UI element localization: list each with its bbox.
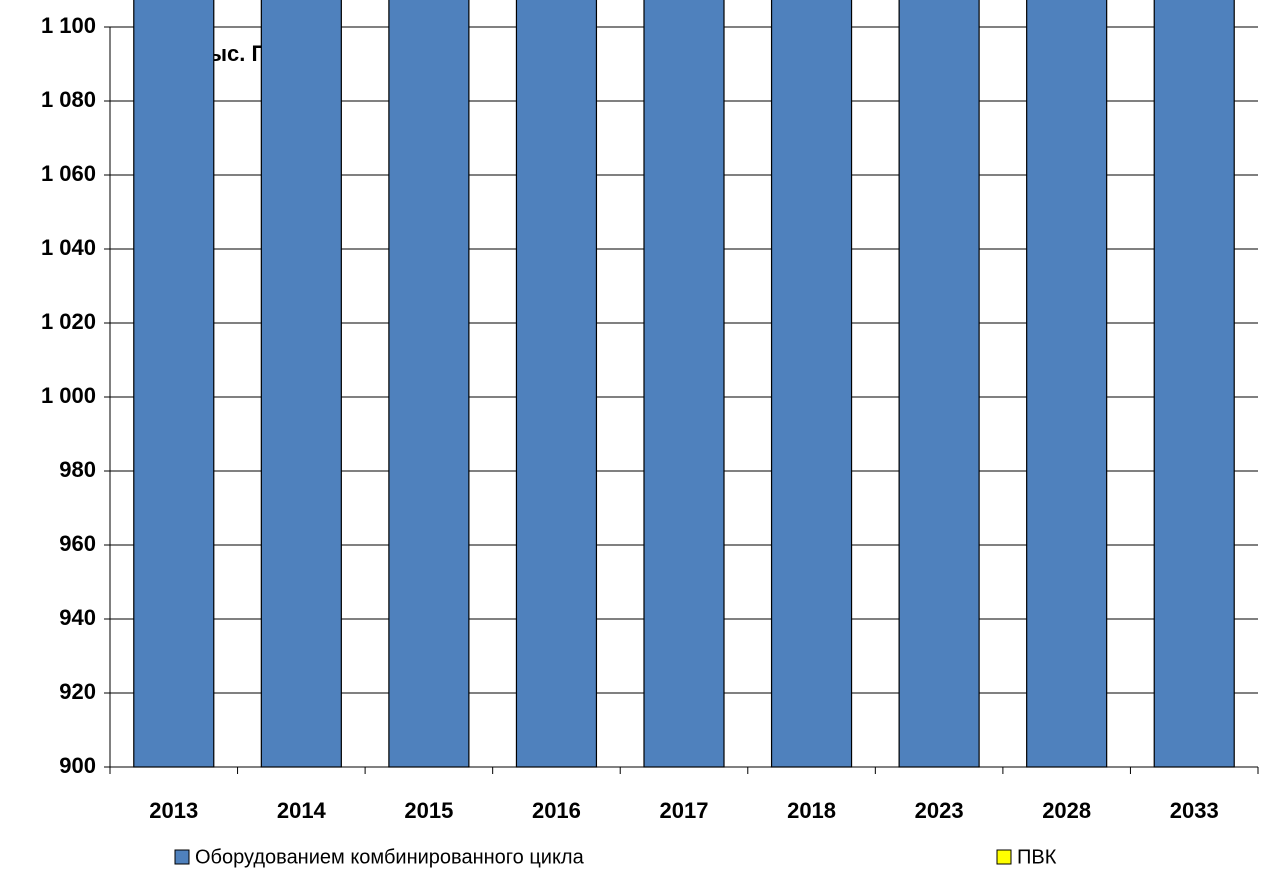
x-tick-label: 2023 (915, 798, 964, 823)
bar-segment (898, 0, 980, 768)
x-tick-label: 2015 (404, 798, 453, 823)
y-tick-label: 920 (59, 679, 96, 704)
y-tick-label: 1 100 (41, 13, 96, 38)
x-tick-label: 2028 (1042, 798, 1091, 823)
bar-segment (133, 0, 215, 768)
x-tick-label: 2018 (787, 798, 836, 823)
y-tick-label: 1 000 (41, 383, 96, 408)
y-tick-label: 1 020 (41, 309, 96, 334)
bar-segment (643, 0, 725, 768)
y-tick-label: 1 080 (41, 87, 96, 112)
y-tick-label: 900 (59, 753, 96, 778)
legend-swatch (174, 849, 190, 865)
x-tick-label: 2013 (149, 798, 198, 823)
y-tick-label: 940 (59, 605, 96, 630)
x-tick-label: 2016 (532, 798, 581, 823)
legend-swatch (996, 849, 1012, 865)
y-tick-label: 1 040 (41, 235, 96, 260)
y-tick-label: 960 (59, 531, 96, 556)
legend-label: ПВК (1017, 846, 1057, 868)
x-tick-label: 2014 (277, 798, 327, 823)
bar-segment (1153, 0, 1235, 768)
bar-segment (388, 0, 470, 768)
bar-segment (515, 0, 598, 768)
y-tick-label: 980 (59, 457, 96, 482)
legend-label: Оборудованием комбинированного цикла (195, 846, 585, 868)
x-tick-label: 2017 (660, 798, 709, 823)
bar-segment (260, 0, 342, 768)
bar-segment (770, 0, 853, 768)
y-tick-label: 1 060 (41, 161, 96, 186)
x-tick-label: 2033 (1170, 798, 1219, 823)
bar-segment (1026, 0, 1108, 768)
